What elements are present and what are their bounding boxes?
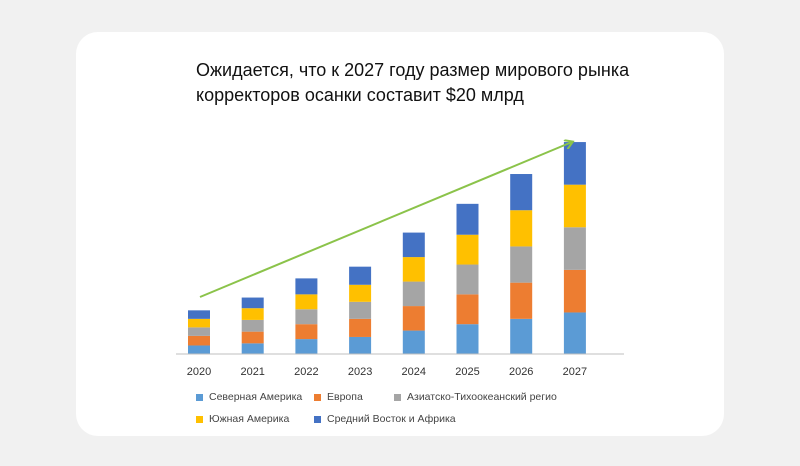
x-tick-labels: 2020 2021 2022 2023 2024 2025 2026 2027 [187,366,587,378]
bar-2020-series-2 [188,335,210,346]
legend-label: Европа [327,391,363,403]
bar-2026-series-5 [510,174,533,211]
bar-2020-series-5 [188,310,210,319]
bar-2027-series-5 [563,142,586,185]
legend-swatch [196,415,203,423]
x-tick-label: 2024 [402,366,426,378]
x-tick-label: 2022 [294,366,318,378]
x-tick-label: 2026 [509,366,533,378]
bar-2026-series-2 [510,282,533,319]
bar-2025-series-2 [456,294,479,325]
legend-item: Азиатско-Тихоокеанский регио [394,386,654,408]
bar-2022-series-2 [295,324,318,340]
bar-2023-series-2 [349,318,372,337]
legend-label: Азиатско-Тихоокеанский регио [407,391,557,403]
chart-title: Ожидается, что к 2027 году размер мирово… [196,60,630,105]
x-tick-label: 2027 [563,366,587,378]
bar-2021-series-5 [241,297,264,309]
bar-2023-series-4 [349,284,372,302]
legend-label: Южная Америка [209,413,290,425]
bar-2024-series-4 [402,257,425,282]
legend-label: Северная Америка [209,391,303,403]
bar-2025-series-5 [456,203,479,235]
bar-2024-series-5 [402,232,425,258]
bar-2024-series-2 [402,306,425,331]
bar-2026-series-1 [510,318,533,354]
bar-2027-series-2 [563,269,586,313]
bar-2027-series-1 [563,312,586,354]
legend-swatch [394,393,401,401]
bar-2026-series-3 [510,246,533,283]
bar-2026-series-4 [510,210,533,247]
legend-swatch [314,393,321,401]
x-tick-label: 2025 [455,366,479,378]
bar-2027-series-4 [563,184,586,228]
x-tick-label: 2023 [348,366,372,378]
bar-2025-series-1 [456,324,479,354]
bar-2023-series-1 [349,336,372,354]
bar-2021-series-3 [241,319,264,332]
bar-2025-series-3 [456,264,479,295]
bar-2025-series-4 [456,234,479,265]
bar-2022-series-5 [295,278,318,295]
bar-2020-series-3 [188,327,210,336]
bar-2024-series-1 [402,330,425,354]
bar-2023-series-5 [349,266,372,285]
bar-2020-series-1 [188,345,210,354]
bars-group [188,142,586,354]
bar-2022-series-1 [295,339,318,354]
x-tick-label: 2020 [187,366,211,378]
bar-2024-series-3 [402,281,425,307]
trend-arrow [199,142,572,298]
legend: Северная Америка Европа Азиатско-Тихоокеан… [196,386,666,430]
legend-item: Северная Америка [196,386,314,408]
bar-2027-series-3 [563,227,586,270]
bar-2021-series-4 [241,308,264,320]
bar-2022-series-3 [295,309,318,325]
bar-2021-series-1 [241,343,264,354]
bar-2023-series-3 [349,301,372,319]
stacked-bar-chart: 2020 2021 2022 2023 2024 2025 2026 2027 [176,32,624,378]
chart-card: Ожидается, что к 2027 году размер мирово… [76,32,724,436]
legend-item: Средний Восток и Африка [314,408,554,430]
x-tick-label: 2021 [240,366,264,378]
legend-swatch [314,415,321,423]
legend-swatch [196,393,203,401]
legend-item: Европа [314,386,394,408]
bar-2020-series-4 [188,318,210,328]
bar-2022-series-4 [295,294,318,310]
legend-label: Средний Восток и Африка [327,413,456,425]
legend-item: Южная Америка [196,408,314,430]
bar-2021-series-2 [241,331,264,344]
